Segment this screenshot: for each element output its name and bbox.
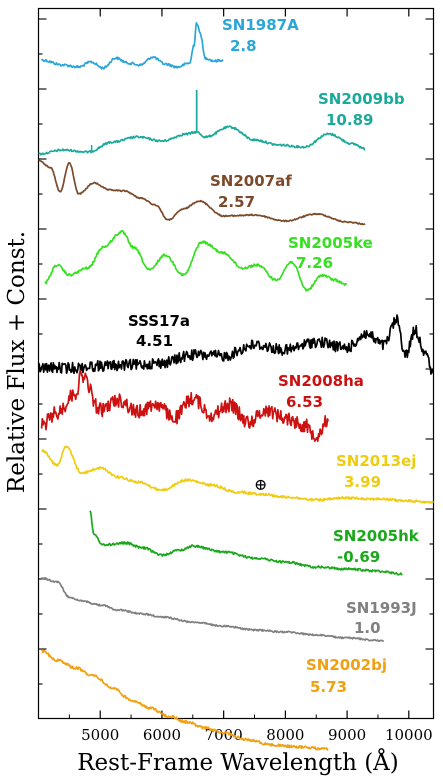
- x-tick-label: 5000: [81, 726, 119, 744]
- series-name-label: SN2005hk: [333, 527, 420, 545]
- series-line-sn2013ej: [41, 445, 435, 504]
- series-value-label: -0.69: [337, 548, 380, 566]
- series-layer: [37, 22, 435, 751]
- series-name-label: SN1987A: [222, 16, 299, 34]
- series-value-label: 6.53: [286, 393, 323, 411]
- series-name-label: SN2002bj: [306, 656, 387, 674]
- series-line-sn2005ke: [44, 230, 348, 292]
- series-name-label: SN2005ke: [288, 234, 373, 252]
- series-line-sn1987a: [40, 22, 224, 70]
- series-value-label: 1.0: [354, 619, 381, 637]
- series-line-sn2005hk: [89, 510, 403, 576]
- series-name-label: SN2008ha: [278, 372, 364, 390]
- series-line-sn2007af: [38, 159, 366, 226]
- series-name-label: SN2007af: [210, 172, 292, 190]
- series-value-label: 10.89: [326, 111, 373, 129]
- series-line-sss17a: [37, 314, 435, 375]
- series-value-label: 2.8: [230, 37, 257, 55]
- y-axis-label: Relative Flux + Const.: [4, 231, 30, 493]
- series-value-label: 4.51: [136, 332, 173, 350]
- series-line-sn2008ha: [40, 370, 330, 443]
- series-line-sn1993j: [40, 576, 385, 643]
- series-line-sn2002bj: [40, 649, 329, 751]
- series-value-label: 3.99: [344, 473, 381, 491]
- series-name-label: SSS17a: [128, 312, 190, 330]
- x-tick-label: 9000: [328, 726, 366, 744]
- series-value-label: 7.26: [296, 254, 333, 272]
- x-tick-label: 8000: [266, 726, 304, 744]
- series-value-label: 2.57: [218, 193, 255, 211]
- series-line-sn2009bb: [38, 125, 366, 156]
- x-tick-label: 10000: [385, 726, 433, 744]
- series-name-label: SN1993J: [346, 599, 417, 617]
- x-axis-label: Rest-Frame Wavelength (Å): [77, 748, 399, 776]
- series-name-label: SN2009bb: [318, 90, 405, 108]
- x-tick-label: 6000: [143, 726, 181, 744]
- series-label-layer: SN1987A 2.8 SN2009bb 10.89 SN2007af 2.57 SN200…: [128, 16, 420, 696]
- series-value-label: 5.73: [310, 678, 347, 696]
- series-name-label: SN2013ej: [336, 452, 416, 470]
- telluric-marker: ⊕: [254, 475, 267, 494]
